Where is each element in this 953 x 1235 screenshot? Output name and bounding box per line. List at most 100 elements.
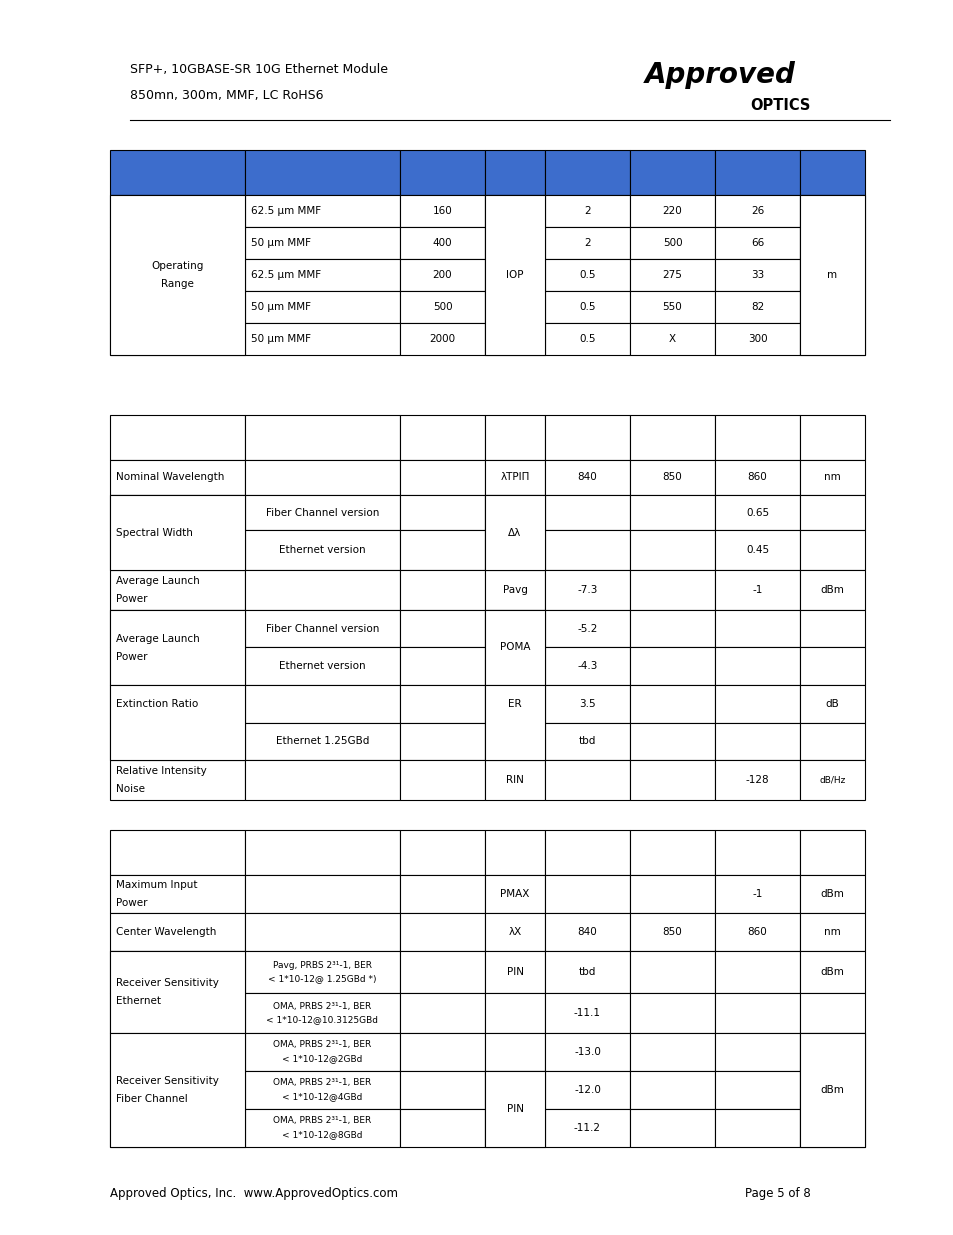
Text: Average Launch: Average Launch xyxy=(116,634,199,643)
Bar xyxy=(629,1109,714,1147)
Text: 300: 300 xyxy=(747,333,766,345)
Text: 0.5: 0.5 xyxy=(578,270,595,280)
Bar xyxy=(629,227,714,259)
Bar xyxy=(544,760,629,800)
Bar xyxy=(110,530,245,571)
Bar xyxy=(800,530,864,571)
Bar xyxy=(110,259,245,291)
Text: 850mn, 300m, MMF, LC RoHS6: 850mn, 300m, MMF, LC RoHS6 xyxy=(130,89,323,101)
Bar xyxy=(629,610,714,647)
Text: SFP+, 10GBASE-SR 10G Ethernet Module: SFP+, 10GBASE-SR 10G Ethernet Module xyxy=(130,63,388,77)
Text: Pavg, PRBS 2³¹-1, BER: Pavg, PRBS 2³¹-1, BER xyxy=(273,961,372,969)
Bar xyxy=(399,830,484,876)
Text: < 1*10-12@2GBd: < 1*10-12@2GBd xyxy=(282,1055,362,1063)
Text: λTPIΠ: λTPIΠ xyxy=(499,473,529,483)
Bar xyxy=(800,1109,864,1147)
Text: ER: ER xyxy=(508,699,521,709)
Bar xyxy=(399,1032,484,1071)
Text: 500: 500 xyxy=(433,303,452,312)
Bar xyxy=(484,951,544,993)
Bar xyxy=(245,685,399,722)
Bar xyxy=(110,685,245,760)
Text: 2000: 2000 xyxy=(429,333,456,345)
Bar xyxy=(484,149,544,195)
Bar xyxy=(544,495,629,530)
Text: 0.45: 0.45 xyxy=(745,545,768,555)
Bar xyxy=(110,610,245,647)
Bar xyxy=(800,1032,864,1147)
Bar xyxy=(629,830,714,876)
Text: 0.5: 0.5 xyxy=(578,333,595,345)
Bar xyxy=(245,530,399,571)
Bar xyxy=(245,913,399,951)
Text: Receiver Sensitivity: Receiver Sensitivity xyxy=(116,1076,218,1086)
Bar xyxy=(629,876,714,913)
Text: Noise: Noise xyxy=(116,784,145,794)
Bar xyxy=(544,195,629,227)
Bar xyxy=(245,1109,399,1147)
Bar xyxy=(714,830,800,876)
Bar xyxy=(544,571,629,610)
Text: -12.0: -12.0 xyxy=(574,1086,600,1095)
Text: Ethernet version: Ethernet version xyxy=(279,545,365,555)
Text: 840: 840 xyxy=(577,473,597,483)
Text: Δλ: Δλ xyxy=(508,527,521,537)
Bar xyxy=(800,913,864,951)
Bar xyxy=(399,571,484,610)
Text: OMA, PRBS 2³¹-1, BER: OMA, PRBS 2³¹-1, BER xyxy=(274,1002,372,1010)
Bar xyxy=(399,227,484,259)
Text: RIN: RIN xyxy=(505,776,523,785)
Bar xyxy=(399,415,484,459)
Bar xyxy=(629,913,714,951)
Text: nm: nm xyxy=(823,927,840,937)
Bar xyxy=(399,530,484,571)
Bar xyxy=(544,685,629,722)
Bar xyxy=(714,876,800,913)
Text: 220: 220 xyxy=(662,206,681,216)
Bar xyxy=(714,195,800,227)
Bar xyxy=(110,495,245,530)
Bar xyxy=(110,195,245,354)
Bar xyxy=(245,324,399,354)
Bar xyxy=(484,571,544,610)
Bar xyxy=(544,993,629,1032)
Bar xyxy=(800,1032,864,1071)
Bar xyxy=(110,760,245,800)
Bar xyxy=(544,149,629,195)
Bar xyxy=(399,760,484,800)
Text: Ethernet: Ethernet xyxy=(116,995,161,1007)
Bar xyxy=(800,571,864,610)
Bar xyxy=(245,722,399,760)
Bar xyxy=(110,195,245,227)
Bar xyxy=(544,951,629,993)
Bar xyxy=(629,149,714,195)
Bar xyxy=(714,760,800,800)
Bar xyxy=(110,324,245,354)
Text: Nominal Wavelength: Nominal Wavelength xyxy=(116,473,224,483)
Text: 66: 66 xyxy=(750,238,763,248)
Text: 0.65: 0.65 xyxy=(745,508,768,517)
Bar xyxy=(245,610,399,647)
Bar xyxy=(714,227,800,259)
Text: λX: λX xyxy=(508,927,521,937)
Text: Fiber Channel version: Fiber Channel version xyxy=(266,508,378,517)
Bar xyxy=(544,1032,629,1071)
Bar xyxy=(245,951,399,993)
Text: Center Wavelength: Center Wavelength xyxy=(116,927,216,937)
Bar xyxy=(714,291,800,324)
Bar xyxy=(544,1071,629,1109)
Bar xyxy=(399,324,484,354)
Text: 850: 850 xyxy=(662,473,681,483)
Text: -1: -1 xyxy=(752,889,761,899)
Bar xyxy=(110,647,245,685)
Bar xyxy=(544,291,629,324)
Bar xyxy=(484,415,544,459)
Bar xyxy=(544,1109,629,1147)
Text: Spectral Width: Spectral Width xyxy=(116,527,193,537)
Text: Average Launch: Average Launch xyxy=(116,576,199,585)
Bar xyxy=(484,913,544,951)
Bar xyxy=(629,259,714,291)
Bar xyxy=(484,1071,544,1147)
Bar xyxy=(629,760,714,800)
Bar xyxy=(800,227,864,259)
